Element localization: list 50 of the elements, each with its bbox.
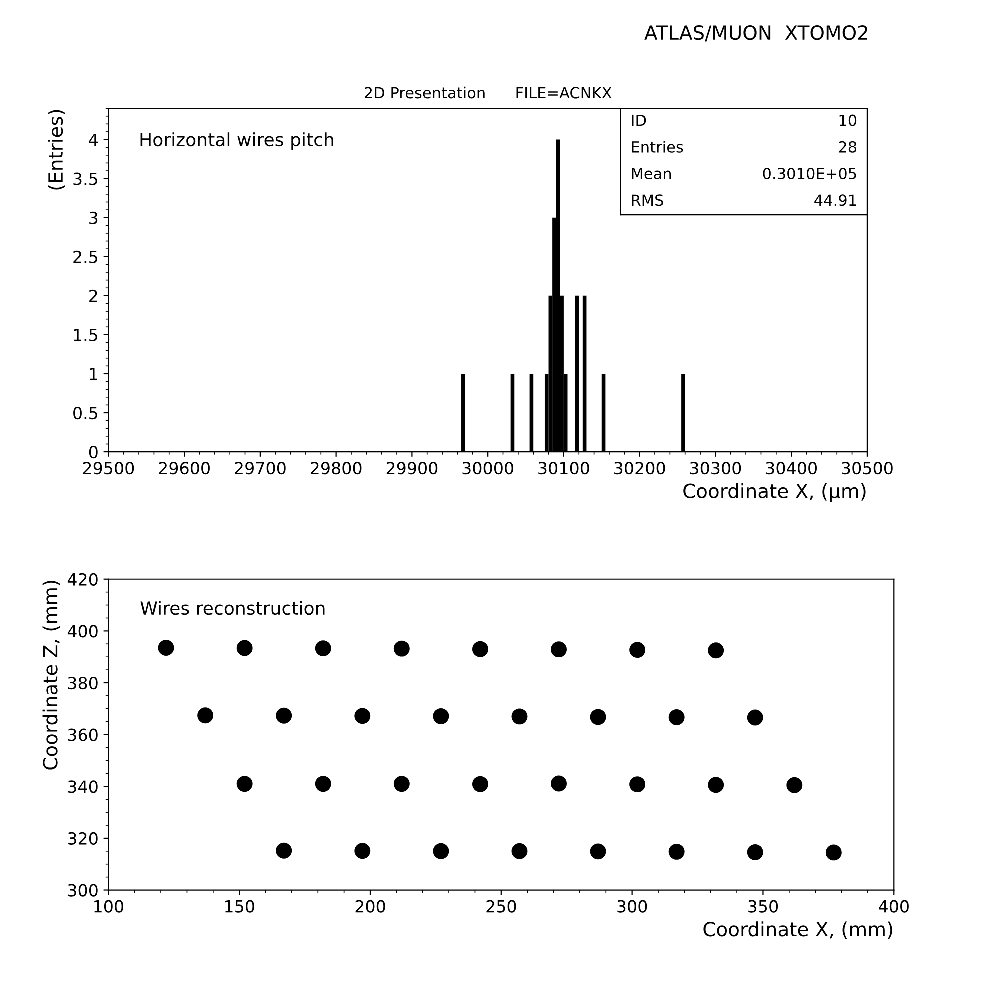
x-tick-label: 29800 [311, 462, 362, 475]
x-tick-label: 29600 [159, 462, 210, 475]
x-tick-label: 150 [226, 900, 254, 913]
y-tick-label: 320 [68, 832, 98, 846]
x-axis-title: Coordinate X, (mm) [704, 922, 892, 940]
y-tick-label: 360 [68, 728, 98, 742]
x-tick-label: 100 [94, 900, 124, 913]
y-tick-label: 2 [90, 290, 98, 302]
y-tick-label: 0.5 [74, 406, 98, 420]
y-tick-label: 0 [89, 446, 98, 459]
x-tick-label: 250 [486, 900, 516, 913]
y-tick-label: 1.5 [74, 329, 98, 342]
y-axis-title: (Entries) [48, 110, 66, 190]
annotation: 28 [839, 141, 857, 153]
annotation: 0.3010E+05 [763, 168, 856, 180]
annotation: 10 [840, 114, 857, 126]
x-tick-label: 400 [879, 900, 909, 913]
x-tick-label: 30300 [690, 462, 742, 475]
x-tick-label: 30100 [538, 462, 590, 475]
x-tick-label: 30400 [766, 462, 817, 475]
x-tick-label: 29500 [83, 462, 134, 475]
annotation: Entries [632, 141, 684, 153]
y-tick-label: 380 [68, 676, 98, 690]
y-tick-label: 340 [68, 780, 98, 794]
annotation: RMS [632, 194, 664, 206]
x-axis-title: Coordinate X, (μm) [684, 483, 866, 502]
annotation: Horizontal wires pitch [140, 132, 334, 150]
x-tick-label: 30000 [462, 462, 514, 475]
y-tick-label: 420 [68, 573, 98, 586]
y-tick-label: 300 [68, 884, 98, 897]
y-tick-label: 1 [90, 368, 98, 380]
y-tick-label: 3 [90, 212, 98, 224]
chart-subtitle: 2D Presentation FILE=ACNKX [364, 86, 612, 99]
chart-title: ATLAS/MUON XTOMO2 [644, 25, 868, 42]
annotation: Wires reconstruction [140, 601, 325, 616]
y-axis-title: Coordinate Z, (mm) [42, 581, 60, 770]
y-tick-label: 400 [68, 625, 98, 638]
annotation: 44.91 [814, 194, 856, 206]
annotation: ID [632, 114, 646, 126]
x-tick-label: 350 [748, 900, 778, 913]
annotation: Mean [632, 168, 672, 180]
x-tick-label: 30200 [614, 462, 666, 475]
x-tick-label: 30500 [842, 462, 893, 475]
y-tick-label: 4 [89, 134, 98, 146]
x-tick-label: 29900 [386, 462, 438, 475]
x-tick-label: 29700 [235, 462, 286, 475]
y-tick-label: 3.5 [74, 172, 98, 186]
y-tick-label: 2.5 [74, 250, 98, 264]
x-tick-label: 300 [618, 900, 648, 913]
x-tick-label: 200 [356, 900, 386, 913]
